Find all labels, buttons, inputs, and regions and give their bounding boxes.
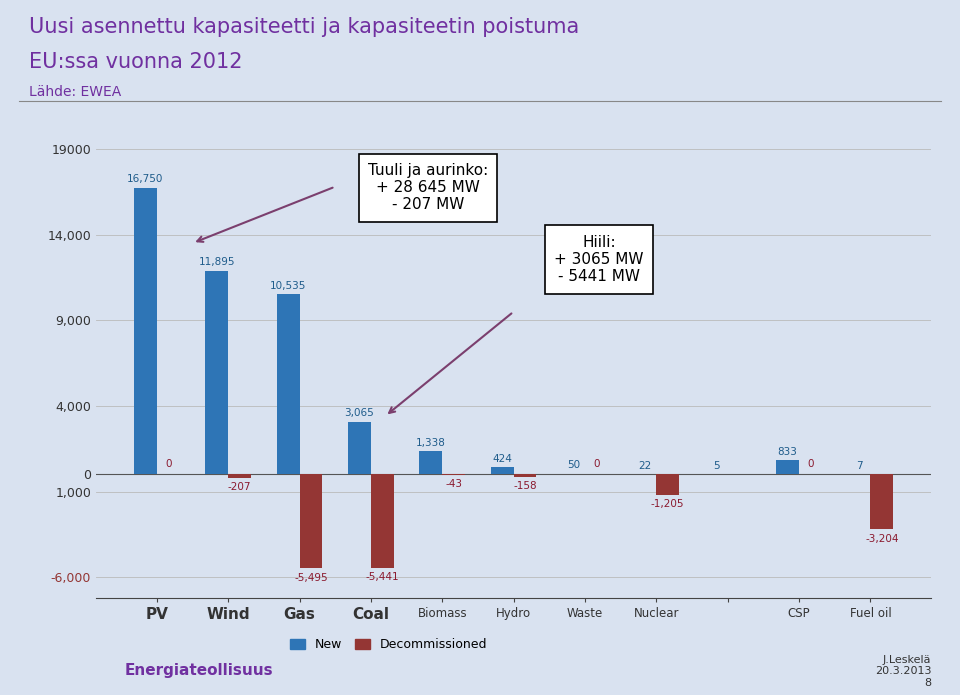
Text: Energiateollisuus: Energiateollisuus <box>125 662 274 678</box>
Text: EU:ssa vuonna 2012: EU:ssa vuonna 2012 <box>29 52 242 72</box>
Bar <box>228 475 251 478</box>
Bar <box>563 473 585 475</box>
Text: 0: 0 <box>165 459 172 469</box>
Bar <box>657 475 679 495</box>
Text: Tuuli ja aurinko:
+ 28 645 MW
- 207 MW: Tuuli ja aurinko: + 28 645 MW - 207 MW <box>368 163 488 213</box>
Text: 3,065: 3,065 <box>345 409 374 418</box>
Text: -5,441: -5,441 <box>366 572 399 582</box>
Text: 10,535: 10,535 <box>270 281 306 291</box>
Text: 0: 0 <box>593 459 600 469</box>
Bar <box>871 475 893 530</box>
Bar <box>134 188 156 475</box>
Text: J.Leskelä
20.3.2013
8: J.Leskelä 20.3.2013 8 <box>875 655 931 688</box>
Text: Lähde: EWEA: Lähde: EWEA <box>29 85 121 99</box>
Bar <box>205 270 228 475</box>
Legend: New, Decommissioned: New, Decommissioned <box>284 633 492 656</box>
Bar <box>514 475 537 477</box>
Text: -1,205: -1,205 <box>651 499 684 509</box>
Bar <box>371 475 394 568</box>
Bar <box>276 294 300 475</box>
Text: -43: -43 <box>445 480 462 489</box>
Bar <box>300 475 323 569</box>
Text: 22: 22 <box>638 461 652 471</box>
Text: 833: 833 <box>778 447 798 457</box>
Bar <box>348 422 371 475</box>
Text: 0: 0 <box>807 459 814 469</box>
Text: 1,338: 1,338 <box>416 438 445 448</box>
Text: -3,204: -3,204 <box>865 534 899 543</box>
Bar <box>420 452 443 475</box>
Bar <box>777 460 799 475</box>
Text: -207: -207 <box>228 482 252 492</box>
Text: Hiili:
+ 3065 MW
- 5441 MW: Hiili: + 3065 MW - 5441 MW <box>555 235 644 284</box>
Bar <box>491 467 514 475</box>
Text: -5,495: -5,495 <box>294 573 327 583</box>
Text: 5: 5 <box>713 461 720 471</box>
Text: 16,750: 16,750 <box>127 174 163 184</box>
Text: Uusi asennettu kapasiteetti ja kapasiteetin poistuma: Uusi asennettu kapasiteetti ja kapasitee… <box>29 17 579 38</box>
Text: -158: -158 <box>514 482 537 491</box>
Text: 424: 424 <box>492 454 512 464</box>
Text: 50: 50 <box>567 460 580 470</box>
Text: 11,895: 11,895 <box>199 257 235 268</box>
Text: 7: 7 <box>855 461 862 471</box>
